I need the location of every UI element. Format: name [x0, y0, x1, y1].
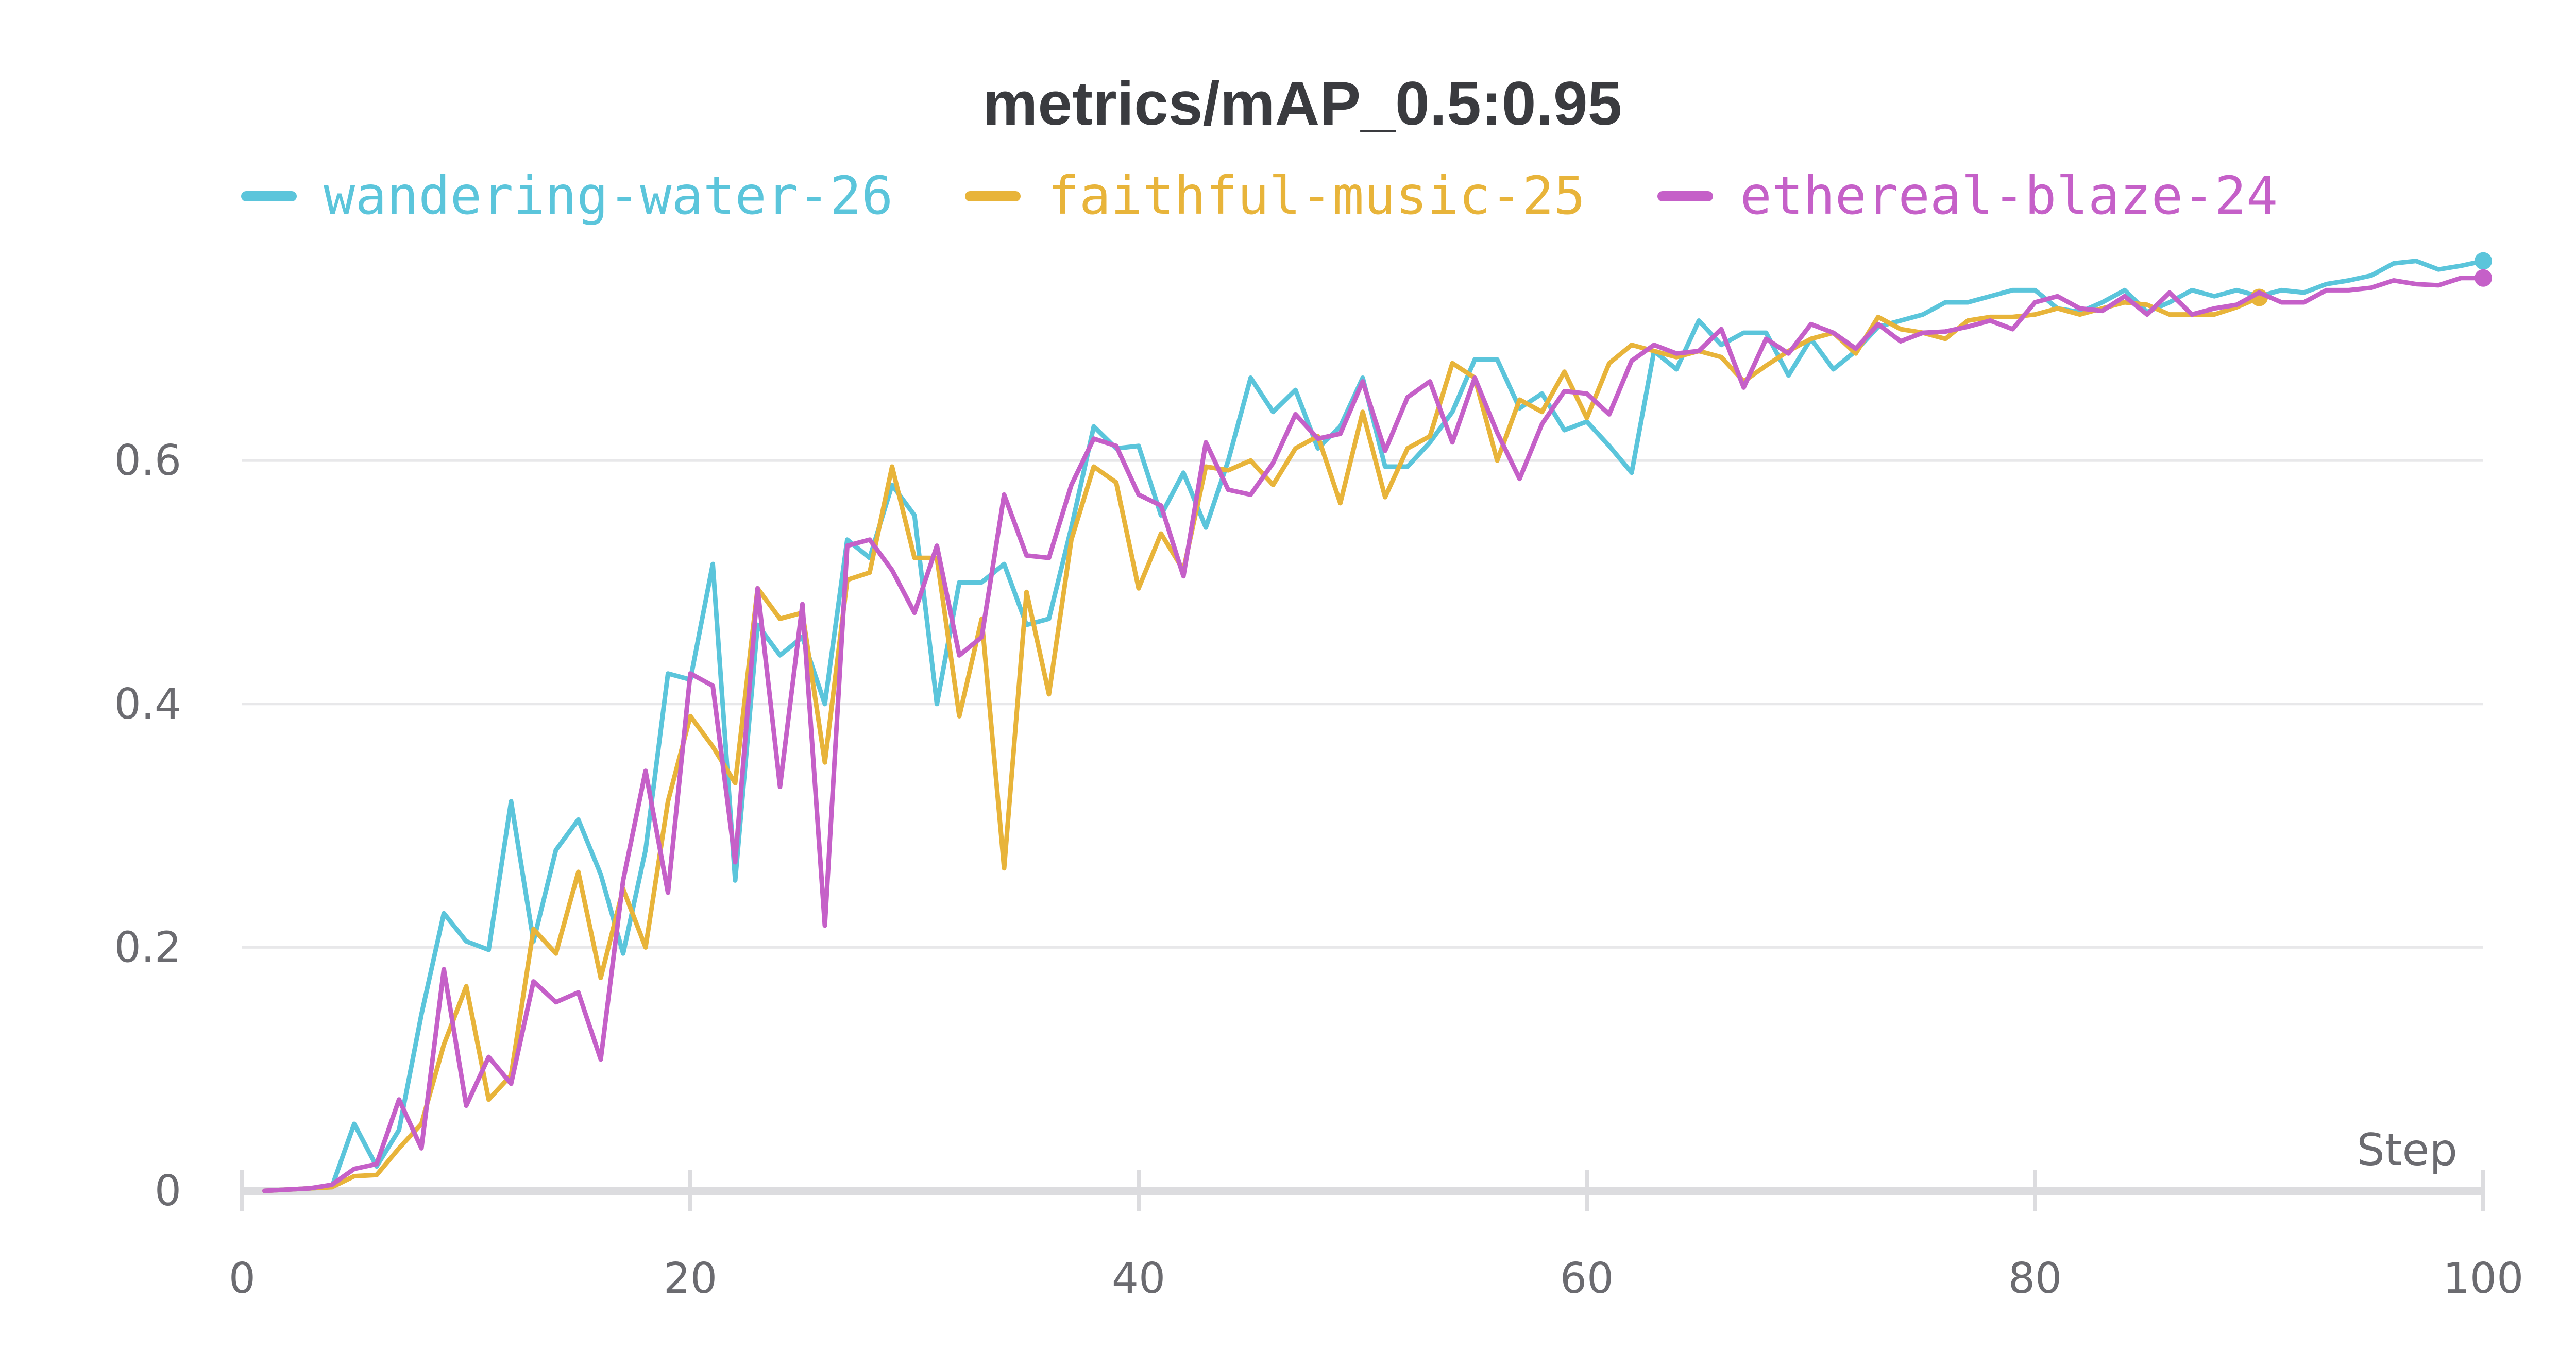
x-axis-title: Step — [2357, 1124, 2458, 1176]
y-tick-label: 0.4 — [114, 680, 181, 729]
legend-item-wandering-water-26[interactable]: wandering-water-26 — [241, 170, 893, 223]
legend-label-ethereal-blaze-24: ethereal-blaze-24 — [1740, 165, 2278, 227]
x-tick-label: 100 — [2443, 1254, 2524, 1303]
legend-swatch-faithful-music-25 — [965, 191, 1021, 201]
x-tick-label: 80 — [2008, 1254, 2062, 1303]
tick-labels: 0 0.2 0.4 0.6 0 20 40 60 80 100 Step — [114, 436, 2524, 1303]
series-lines — [262, 252, 2492, 1193]
y-tick-label: 0.2 — [114, 923, 181, 972]
series-end-marker-wandering-water-26 — [2475, 252, 2492, 270]
chart-title: metrics/mAP_0.5:0.95 — [982, 69, 1622, 138]
series-end-marker-ethereal-blaze-24 — [2475, 269, 2492, 287]
legend-label-wandering-water-26: wandering-water-26 — [324, 165, 893, 227]
axes — [240, 1170, 2485, 1211]
legend-item-ethereal-blaze-24[interactable]: ethereal-blaze-24 — [1657, 170, 2278, 223]
legend: wandering-water-26 faithful-music-25 eth… — [241, 170, 2350, 223]
series-line-ethereal-blaze-24 — [262, 276, 2486, 1193]
legend-label-faithful-music-25: faithful-music-25 — [1047, 165, 1586, 227]
x-tick-label: 0 — [229, 1254, 256, 1303]
legend-swatch-ethereal-blaze-24 — [1657, 191, 1714, 201]
legend-item-faithful-music-25[interactable]: faithful-music-25 — [965, 170, 1585, 223]
series-line-faithful-music-25 — [262, 295, 2262, 1193]
x-tick-label: 60 — [1560, 1254, 1614, 1303]
x-tick-label: 20 — [664, 1254, 717, 1303]
x-tick-label: 40 — [1112, 1254, 1165, 1303]
y-tick-label: 0.6 — [114, 436, 181, 485]
y-tick-label: 0 — [155, 1167, 181, 1216]
legend-swatch-wandering-water-26 — [241, 191, 297, 201]
